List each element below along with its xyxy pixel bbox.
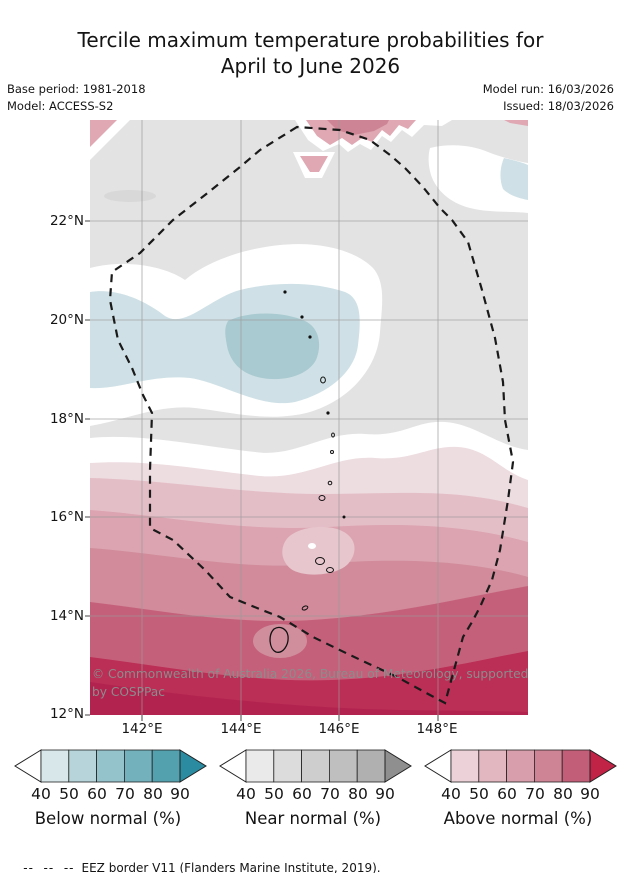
below-normal-core	[225, 313, 320, 380]
axis-ticks	[85, 220, 439, 721]
y-tick-16n: 16°N	[49, 509, 84, 525]
eez-dash-symbol: -- -- --	[23, 861, 75, 873]
y-tick-20n: 20°N	[49, 312, 84, 328]
tick-label: 70	[525, 785, 545, 803]
meta-left: Base period: 1981-2018 Model: ACCESS-S2	[7, 81, 146, 115]
swatch	[478, 749, 507, 783]
above-normal-north-core	[327, 120, 389, 135]
tick-label: 90	[170, 785, 190, 803]
swatch	[68, 749, 97, 783]
colorbar-below-swatches	[14, 749, 207, 783]
tick-label: 90	[580, 785, 600, 803]
tick-label: 50	[59, 785, 79, 803]
swatch	[450, 749, 480, 783]
swatch	[561, 749, 591, 783]
tick-label: 60	[292, 785, 312, 803]
tick-label: 50	[264, 785, 284, 803]
tick-label: 50	[469, 785, 489, 803]
copyright-line-2: by COSPPac	[92, 685, 165, 699]
above-normal-small-patch	[300, 156, 328, 172]
colorbar-above-caption: Above normal (%)	[443, 809, 593, 828]
swatch	[273, 749, 302, 783]
x-tick-144e: 144°E	[220, 721, 262, 737]
gridlines	[90, 120, 528, 715]
swatch	[245, 749, 275, 783]
near-normal-50-patch	[104, 190, 156, 202]
title-line-1: Tercile maximum temperature probabilitie…	[77, 28, 544, 52]
tick-label: 40	[441, 785, 461, 803]
y-tick-14n: 14°N	[49, 608, 84, 624]
tick-label: 70	[115, 785, 135, 803]
eez-note-text: EEZ border V11 (Flanders Marine Institut…	[81, 861, 381, 873]
tick-label: 40	[236, 785, 256, 803]
swatch	[506, 749, 535, 783]
meta-right: Model run: 16/03/2026 Issued: 18/03/2026	[483, 81, 614, 115]
colorbar-above-right-arrow	[589, 749, 617, 783]
model: Model: ACCESS-S2	[7, 99, 114, 113]
x-tick-146e: 146°E	[318, 721, 360, 737]
eez-border-note: -- -- -- EEZ border V11 (Flanders Marine …	[8, 847, 381, 873]
above-normal-northwest-patch	[90, 120, 117, 147]
colorbar-above-normal: 40 50 60 70 80 90 Above normal (%)	[418, 749, 618, 849]
above-normal-northeast-sliver	[504, 120, 528, 126]
x-tick-142e: 142°E	[121, 721, 163, 737]
y-tick-22n: 22°N	[49, 213, 84, 229]
swatch	[534, 749, 563, 783]
saipan-light-pocket	[282, 526, 355, 575]
base-period: Base period: 1981-2018	[7, 82, 146, 96]
tick-label: 80	[143, 785, 163, 803]
swatch	[329, 749, 358, 783]
copyright-notice: © Commonwealth of Australia 2026, Bureau…	[92, 665, 528, 701]
copyright-line-1: © Commonwealth of Australia 2026, Bureau…	[92, 667, 529, 681]
title-line-2: April to June 2026	[220, 54, 401, 78]
swatch	[356, 749, 386, 783]
y-tick-12n: 12°N	[49, 706, 84, 722]
colorbar-above-left-arrow	[424, 749, 452, 783]
colorbar-below-caption: Below normal (%)	[34, 809, 182, 828]
colorbar-below-normal: 40 50 60 70 80 90 Below normal (%)	[8, 749, 208, 849]
colorbar-above-swatches	[424, 749, 617, 783]
colorbar-below-left-arrow	[14, 749, 42, 783]
above-band-max	[90, 682, 528, 715]
y-tick-18n: 18°N	[49, 411, 84, 427]
tick-label: 80	[553, 785, 573, 803]
colorbar-near-caption: Near normal (%)	[244, 809, 382, 828]
swatch	[40, 749, 70, 783]
colorbar-near-right-arrow	[384, 749, 412, 783]
swatch	[124, 749, 153, 783]
below-normal-east-sliver	[500, 158, 528, 200]
eez-border-path	[108, 125, 515, 705]
tick-label: 70	[320, 785, 340, 803]
swatch	[151, 749, 181, 783]
swatch	[301, 749, 330, 783]
tick-label: 80	[348, 785, 368, 803]
colorbar-near-left-arrow	[219, 749, 247, 783]
swatch	[96, 749, 125, 783]
guam-light-pocket	[253, 624, 307, 658]
tick-label: 60	[497, 785, 517, 803]
page-title: Tercile maximum temperature probabilitie…	[0, 27, 621, 79]
colorbar-near-normal: 40 50 60 70 80 90 Near normal (%)	[213, 749, 413, 849]
x-tick-148e: 148°E	[416, 721, 458, 737]
saipan-white-dot	[308, 543, 316, 549]
colorbar-below-right-arrow	[179, 749, 207, 783]
colorbar-near-swatches	[219, 749, 412, 783]
map-plot	[85, 120, 528, 721]
issued: Issued: 18/03/2026	[503, 99, 614, 113]
model-run: Model run: 16/03/2026	[482, 82, 614, 96]
tick-label: 40	[31, 785, 51, 803]
island-outlines	[269, 290, 346, 653]
tick-label: 60	[87, 785, 107, 803]
tick-label: 90	[375, 785, 395, 803]
